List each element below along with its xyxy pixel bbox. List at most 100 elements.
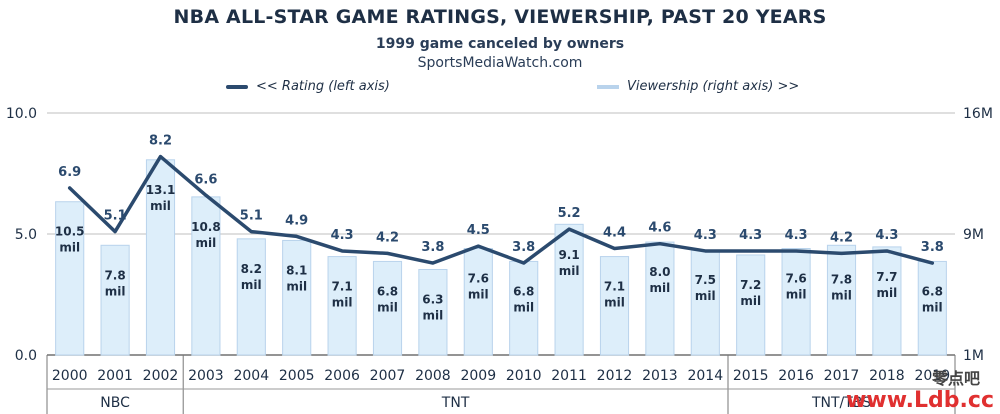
rating-point (522, 261, 526, 265)
viewership-unit-label: mil (286, 279, 307, 293)
legend-rating-swatch (226, 84, 248, 89)
viewership-bar (554, 223, 584, 356)
viewership-bar (372, 260, 403, 356)
rating-point (249, 230, 253, 234)
watermark-line1: 零点吧 (931, 369, 980, 388)
x-tick-label: 2006 (324, 368, 360, 384)
rating-value-label: 4.3 (694, 228, 717, 243)
rating-value-label: 4.2 (830, 230, 853, 245)
viewership-bar (872, 246, 902, 356)
x-tick-label: 2014 (687, 368, 723, 384)
viewership-unit-label: mil (786, 288, 807, 302)
viewership-value-label: 6.8 (922, 284, 943, 298)
rating-point (295, 234, 299, 238)
x-tick-label: 2011 (551, 368, 587, 384)
viewership-value-label: 8.0 (649, 265, 670, 279)
right-axis-tick-label: 9M (963, 227, 984, 243)
viewership-value-label: 7.7 (876, 270, 897, 284)
rating-point (68, 186, 72, 190)
rating-value-label: 4.3 (875, 228, 898, 243)
rating-point (567, 227, 571, 231)
viewership-unit-label: mil (105, 284, 126, 298)
viewership-bar (463, 248, 493, 356)
rating-point (476, 244, 480, 248)
viewership-unit-label: mil (513, 300, 534, 314)
legend-viewership: Viewership (right axis) >> (597, 79, 799, 94)
viewership-unit-label: mil (196, 236, 217, 250)
viewership-value-label: 6.3 (422, 292, 443, 306)
right-axis-tick-label: 1M (963, 348, 984, 364)
rating-point (794, 249, 798, 253)
viewership-unit-label: mil (150, 199, 171, 213)
x-tick-label: 2018 (869, 368, 905, 384)
viewership-value-label: 13.1 (146, 183, 176, 197)
legend-viewership-label: Viewership (right axis) >> (627, 79, 800, 94)
rating-value-label: 4.9 (285, 213, 308, 228)
rating-point (885, 249, 889, 253)
rating-point (930, 261, 934, 265)
viewership-value-label: 6.8 (377, 284, 398, 298)
legend-rating: << Rating (left axis) (226, 79, 390, 94)
viewership-unit-label: mil (423, 308, 444, 322)
x-tick-label: 2000 (52, 368, 88, 384)
legend-viewership-swatch (597, 84, 619, 89)
x-tick-label: 2003 (188, 368, 224, 384)
x-tick-label: 2019 (914, 368, 950, 384)
chart-title: NBA ALL-STAR GAME RATINGS, VIEWERSHIP, P… (173, 6, 827, 28)
viewership-unit-label: mil (604, 296, 625, 310)
viewership-bar (509, 260, 539, 356)
right-axis-tick-label: 16M (963, 106, 993, 122)
viewership-value-label: 7.2 (740, 278, 761, 292)
rating-value-label: 4.4 (603, 226, 626, 241)
rating-value-label: 3.8 (512, 240, 535, 255)
watermark-line2: www.Ldb.cc (846, 388, 994, 413)
viewership-unit-label: mil (922, 300, 943, 314)
rating-point (386, 251, 389, 255)
viewership-bar (327, 256, 357, 356)
rating-value-label: 4.3 (739, 228, 762, 243)
legend-rating-label: << Rating (left axis) (256, 79, 390, 94)
x-tick-label: 2005 (279, 368, 315, 384)
x-tick-label: 2008 (415, 368, 451, 384)
viewership-bar (418, 268, 448, 356)
x-tick-label: 2002 (143, 368, 179, 384)
x-tick-label: 2016 (778, 368, 814, 384)
x-tick-label: 2015 (733, 368, 769, 384)
rating-value-label: 6.6 (194, 172, 217, 187)
x-tick-label: 2009 (460, 368, 496, 384)
viewership-unit-label: mil (650, 281, 671, 295)
viewership-value-label: 7.1 (604, 280, 625, 294)
viewership-bar (826, 244, 857, 356)
x-tick-label: 2013 (642, 368, 678, 384)
viewership-value-label: 10.5 (55, 225, 85, 239)
rating-value-label: 4.6 (648, 221, 671, 236)
viewership-value-label: 7.8 (831, 272, 852, 286)
chart-source: SportsMediaWatch.com (417, 55, 583, 71)
network-label: TNT/TBS (811, 395, 871, 411)
viewership-unit-label: mil (468, 288, 489, 302)
viewership-bar (236, 238, 266, 356)
viewership-bar (55, 201, 85, 356)
viewership-unit-label: mil (59, 241, 80, 255)
viewership-value-label: 8.1 (286, 263, 307, 277)
rating-line (67, 154, 935, 265)
rating-value-label: 5.1 (104, 209, 127, 224)
viewership-unit-label: mil (695, 289, 716, 303)
rating-value-label: 4.2 (376, 230, 399, 245)
rating-point (613, 247, 616, 251)
viewership-bar (736, 254, 766, 356)
viewership-value-label: 7.1 (331, 280, 352, 294)
viewership-unit-label: mil (877, 286, 898, 300)
x-tick-label: 2010 (506, 368, 542, 384)
network-label: NBC (100, 395, 130, 411)
viewership-bar (645, 241, 675, 356)
viewership-value-label: 6.8 (513, 284, 534, 298)
rating-point (113, 230, 117, 234)
left-axis-tick-label: 0.0 (15, 348, 37, 364)
rating-value-label: 4.5 (467, 223, 490, 238)
x-tick-label: 2004 (233, 368, 269, 384)
viewership-unit-label: mil (332, 296, 353, 310)
left-axis-tick-label: 5.0 (15, 227, 37, 243)
rating-point (840, 251, 843, 255)
rating-value-label: 8.2 (149, 134, 172, 149)
